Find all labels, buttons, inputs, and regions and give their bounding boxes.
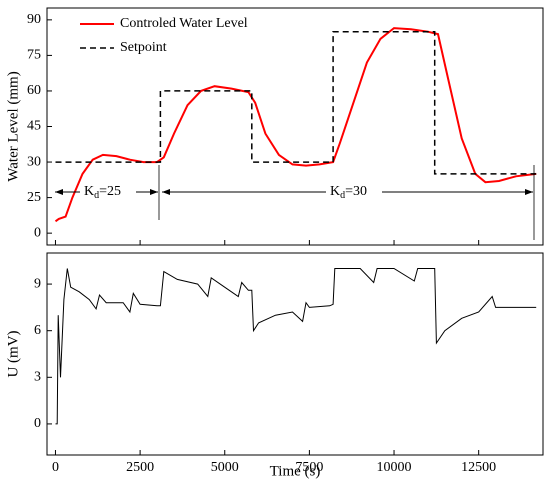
plot-frame [46, 252, 544, 456]
y-tick-label: 30 [27, 154, 41, 169]
y-axis-label: U (mV) [5, 330, 21, 377]
x-tick-label: 5000 [211, 460, 239, 475]
series-line [54, 27, 537, 223]
annotation-part: K [330, 184, 340, 199]
x-axis-label: Time (s) [270, 463, 321, 479]
x-tick-label: 2500 [126, 460, 154, 475]
series-line [55, 30, 537, 175]
y-tick-label: 90 [27, 12, 41, 27]
series-line [55, 268, 537, 425]
x-tick-label: 7500 [295, 460, 323, 475]
y-tick-label: 60 [27, 83, 41, 98]
y-axis-label: Water Level (mm) [5, 71, 21, 181]
x-tick-label: 0 [52, 460, 59, 475]
y-tick-label: 25 [27, 190, 41, 205]
y-tick-label: 0 [34, 416, 41, 431]
plot-frame [46, 7, 544, 246]
annotation-part: =25 [99, 184, 121, 199]
annotation-part: K [84, 184, 94, 199]
annotation-sub: d [340, 190, 345, 201]
annotation-sub: d [94, 190, 99, 201]
y-tick-label: 9 [34, 276, 41, 291]
x-tick-label: 12500 [461, 460, 496, 475]
y-tick-label: 3 [34, 370, 41, 385]
y-tick-label: 75 [27, 48, 41, 63]
legend-label: Setpoint [120, 40, 167, 55]
legend-label: Controled Water Level [120, 16, 248, 31]
annotation: Kd=30 [330, 184, 367, 201]
x-tick-label: 10000 [377, 460, 412, 475]
annotation: Kd=25 [84, 184, 121, 201]
y-tick-label: 45 [27, 119, 41, 134]
y-tick-label: 0 [34, 225, 41, 240]
y-tick-label: 6 [34, 323, 41, 338]
annotation-part: =30 [345, 184, 367, 199]
